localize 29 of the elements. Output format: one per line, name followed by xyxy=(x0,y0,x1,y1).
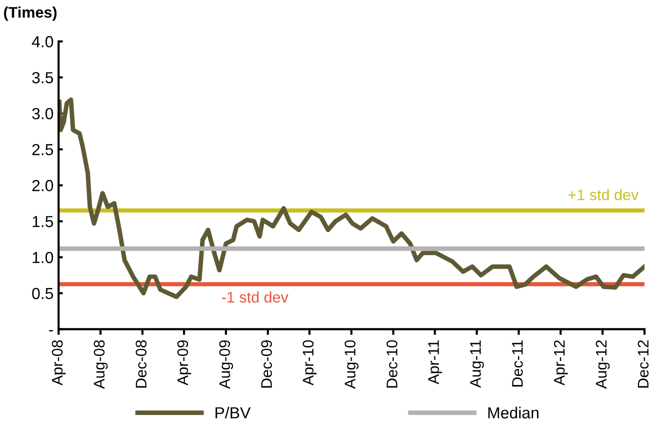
y-axis-title: (Times) xyxy=(4,6,57,21)
y-tick-label: 1.0 xyxy=(32,252,54,264)
x-tick-label: Dec-08 xyxy=(136,340,147,388)
ref-line-label: +1 std dev xyxy=(568,189,639,200)
x-tick-label: Aug-12 xyxy=(596,340,610,389)
legend-label: Median xyxy=(488,406,538,418)
x-tick-label: Aug-11 xyxy=(470,340,484,388)
x-tick-label: Dec-10 xyxy=(386,340,398,388)
x-tick-label: Apr-09 xyxy=(177,340,192,386)
x-tick-label: Apr-11 xyxy=(428,340,442,384)
x-tick-label: Aug-09 xyxy=(219,340,234,389)
ref-line-label: -1 std dev xyxy=(222,291,288,303)
x-tick-label: Apr-10 xyxy=(302,340,317,386)
x-tick-label: Apr-12 xyxy=(554,340,568,386)
y-tick-label: - xyxy=(49,330,54,332)
legend-label: P/BV xyxy=(216,406,251,418)
x-tick-label: Dec-09 xyxy=(261,340,272,388)
y-tick-label: 1.5 xyxy=(32,216,54,228)
x-tick-label: Dec-11 xyxy=(512,340,523,386)
x-tick-label: Aug-10 xyxy=(344,340,358,389)
y-tick-label: 2.5 xyxy=(32,144,54,156)
y-tick-label: 0.5 xyxy=(32,288,54,300)
x-tick-label: Apr-08 xyxy=(52,340,66,386)
y-tick-label: 3.5 xyxy=(32,72,54,84)
x-tick-label: Dec-12 xyxy=(638,340,649,388)
y-tick-label: 2.0 xyxy=(32,180,54,192)
y-tick-label: 4.0 xyxy=(32,36,54,48)
x-tick-label: Aug-08 xyxy=(94,340,108,389)
y-tick-label: 3.0 xyxy=(32,108,54,120)
